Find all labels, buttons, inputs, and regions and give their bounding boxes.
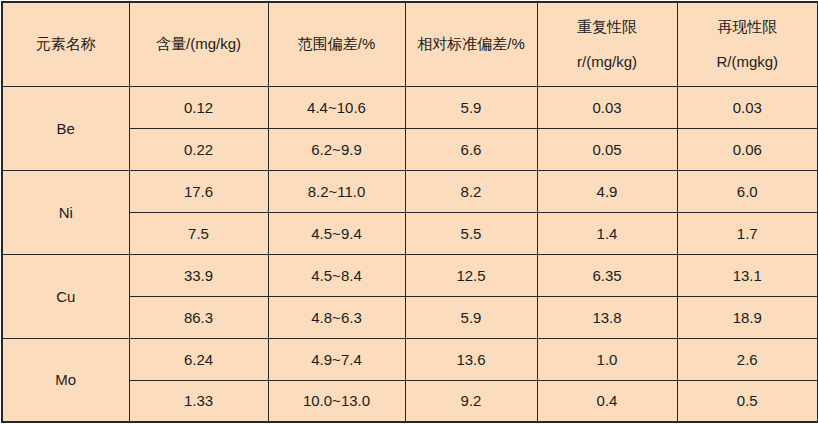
cell-rsd: 9.2 (405, 380, 537, 422)
header-label: 含量/(mg/kg) (156, 35, 241, 52)
cell-reproducibility: 18.9 (677, 296, 818, 338)
table-row: Mo 6.24 4.9~7.4 13.6 1.0 2.6 (2, 338, 818, 380)
header-reproducibility-limit: 再现性限 R/(mgkg) (677, 2, 818, 86)
cell-rsd: 5.5 (405, 212, 537, 254)
element-cell-be: Be (2, 86, 129, 170)
header-content: 含量/(mg/kg) (129, 2, 268, 86)
cell-reproducibility: 6.0 (677, 170, 818, 212)
cell-repeatability: 0.4 (537, 380, 677, 422)
header-label: 重复性限 (577, 19, 637, 34)
table-header: 元素名称 含量/(mg/kg) 范围偏差/% 相对标准偏差/% 重复性限 r/(… (2, 2, 818, 86)
header-element-name: 元素名称 (2, 2, 129, 86)
cell-repeatability: 1.4 (537, 212, 677, 254)
cell-content: 6.24 (129, 338, 268, 380)
cell-range-deviation: 4.8~6.3 (268, 296, 405, 338)
cell-rsd: 5.9 (405, 296, 537, 338)
element-cell-mo: Mo (2, 338, 129, 422)
header-label: 再现性限 (717, 19, 777, 34)
cell-repeatability: 1.0 (537, 338, 677, 380)
cell-rsd: 6.6 (405, 128, 537, 170)
header-label: 相对标准偏差/% (417, 35, 525, 52)
cell-reproducibility: 2.6 (677, 338, 818, 380)
cell-range-deviation: 4.5~8.4 (268, 254, 405, 296)
element-cell-cu: Cu (2, 254, 129, 338)
cell-content: 17.6 (129, 170, 268, 212)
element-analysis-table: 元素名称 含量/(mg/kg) 范围偏差/% 相对标准偏差/% 重复性限 r/(… (1, 1, 818, 423)
header-relative-std-deviation: 相对标准偏差/% (405, 2, 537, 86)
header-label: 范围偏差/% (298, 35, 376, 52)
table-row: Ni 17.6 8.2~11.0 8.2 4.9 6.0 (2, 170, 818, 212)
table-container: 元素名称 含量/(mg/kg) 范围偏差/% 相对标准偏差/% 重复性限 r/(… (0, 0, 818, 424)
cell-range-deviation: 4.9~7.4 (268, 338, 405, 380)
cell-repeatability: 0.05 (537, 128, 677, 170)
cell-rsd: 5.9 (405, 86, 537, 128)
cell-reproducibility: 13.1 (677, 254, 818, 296)
header-range-deviation: 范围偏差/% (268, 2, 405, 86)
cell-reproducibility: 0.5 (677, 380, 818, 422)
table-row: Be 0.12 4.4~10.6 5.9 0.03 0.03 (2, 86, 818, 128)
header-label: 元素名称 (36, 35, 96, 52)
header-row: 元素名称 含量/(mg/kg) 范围偏差/% 相对标准偏差/% 重复性限 r/(… (2, 2, 818, 86)
cell-rsd: 12.5 (405, 254, 537, 296)
cell-content: 86.3 (129, 296, 268, 338)
cell-range-deviation: 4.4~10.6 (268, 86, 405, 128)
cell-repeatability: 13.8 (537, 296, 677, 338)
cell-repeatability: 6.35 (537, 254, 677, 296)
cell-range-deviation: 8.2~11.0 (268, 170, 405, 212)
cell-range-deviation: 10.0~13.0 (268, 380, 405, 422)
header-unit: r/(mg/kg) (577, 54, 637, 69)
cell-repeatability: 0.03 (537, 86, 677, 128)
cell-range-deviation: 6.2~9.9 (268, 128, 405, 170)
cell-reproducibility: 0.06 (677, 128, 818, 170)
table-body: Be 0.12 4.4~10.6 5.9 0.03 0.03 0.22 6.2~… (2, 86, 818, 422)
cell-reproducibility: 1.7 (677, 212, 818, 254)
cell-repeatability: 4.9 (537, 170, 677, 212)
cell-rsd: 13.6 (405, 338, 537, 380)
element-cell-ni: Ni (2, 170, 129, 254)
table-row: Cu 33.9 4.5~8.4 12.5 6.35 13.1 (2, 254, 818, 296)
header-repeatability-limit: 重复性限 r/(mg/kg) (537, 2, 677, 86)
cell-content: 1.33 (129, 380, 268, 422)
cell-content: 0.12 (129, 86, 268, 128)
cell-range-deviation: 4.5~9.4 (268, 212, 405, 254)
header-unit: R/(mgkg) (716, 54, 778, 69)
cell-content: 0.22 (129, 128, 268, 170)
cell-rsd: 8.2 (405, 170, 537, 212)
cell-content: 33.9 (129, 254, 268, 296)
cell-content: 7.5 (129, 212, 268, 254)
cell-reproducibility: 0.03 (677, 86, 818, 128)
